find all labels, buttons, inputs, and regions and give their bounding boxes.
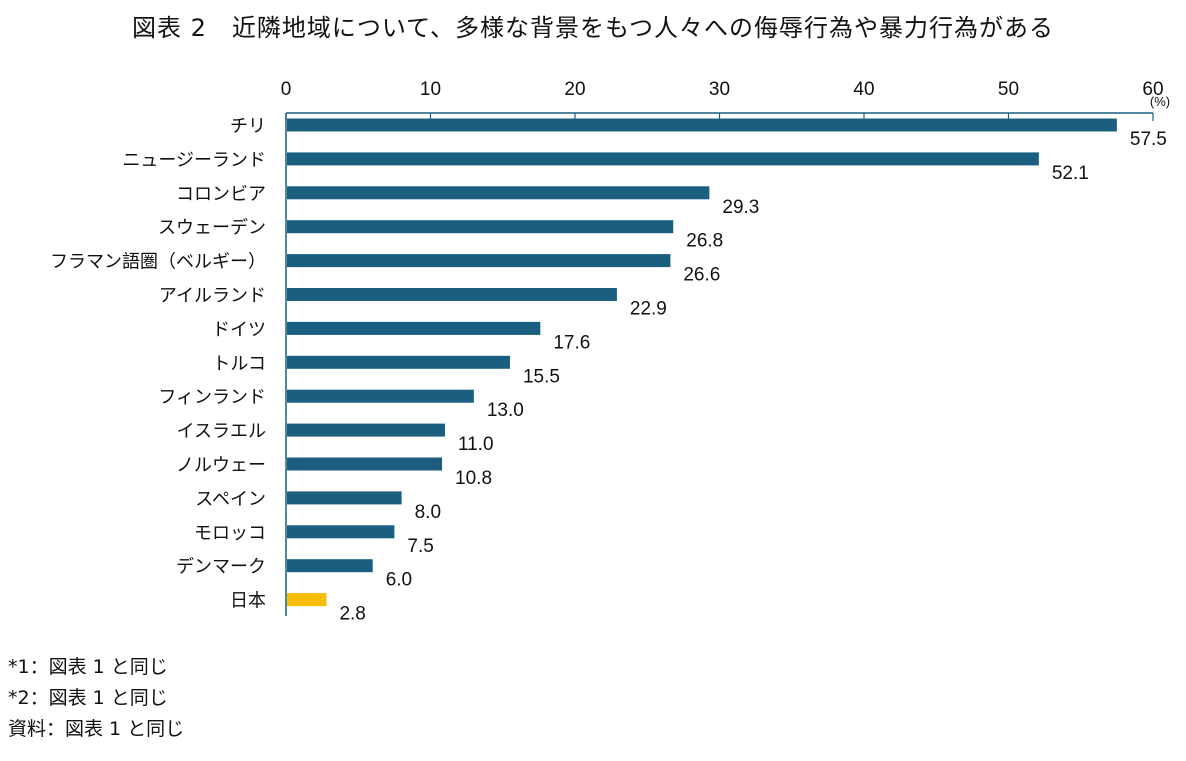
bar xyxy=(287,118,1117,132)
source-note: 資料：図表 1 と同じ xyxy=(8,718,185,740)
bar xyxy=(287,593,327,607)
bar xyxy=(287,152,1039,166)
bars: チリ 57.5 ニュージーランド 52.1 コロンビア 29.3 スウェーデン 26.8 フラマ… xyxy=(50,116,1167,625)
bar xyxy=(287,423,445,437)
value-label: 11.0 xyxy=(458,434,494,455)
value-label: 2.8 xyxy=(339,604,365,625)
bar xyxy=(287,491,402,505)
value-label: 13.0 xyxy=(487,400,524,421)
footnote-2: *2：図表 1 と同じ xyxy=(8,687,168,709)
x-tick-label: 20 xyxy=(564,79,585,100)
value-label: 17.6 xyxy=(553,332,590,353)
category-label: コロンビア xyxy=(176,184,266,205)
bar xyxy=(287,355,510,369)
category-label: モロッコ xyxy=(194,523,266,544)
value-label: 26.6 xyxy=(683,265,720,286)
bar-chart: 0 10 20 30 40 50 60(%) チリ 57.5 ニュージーランド 52.1 コロンビア… xyxy=(50,79,1170,625)
x-tick-label: 30 xyxy=(709,79,730,100)
value-label: 26.8 xyxy=(686,231,723,252)
value-label: 10.8 xyxy=(455,468,492,489)
bar xyxy=(287,288,617,301)
chart-title: 図表 2 近隣地域について、多様な背景をもつ人々への侮辱行為や暴力行為がある xyxy=(131,14,1055,42)
category-label: イスラエル xyxy=(177,421,266,442)
category-label: チリ xyxy=(230,116,266,137)
value-label: 8.0 xyxy=(415,502,441,523)
value-label: 22.9 xyxy=(630,299,667,320)
bar xyxy=(287,186,710,200)
category-label: ニュージーランド xyxy=(122,150,266,171)
bar xyxy=(287,525,395,539)
category-label: フラマン語圏（ベルギー） xyxy=(50,252,266,273)
category-label: トルコ xyxy=(212,353,266,374)
x-tick-label: 0 xyxy=(281,79,292,100)
category-label: ドイツ xyxy=(212,319,266,340)
category-label: ノルウェー xyxy=(176,455,266,476)
bar xyxy=(287,389,474,403)
value-label: 52.1 xyxy=(1052,163,1089,184)
bar xyxy=(287,457,443,471)
category-label: スウェーデン xyxy=(158,218,266,239)
unit-label: (%) xyxy=(1150,94,1170,109)
value-label: 6.0 xyxy=(386,570,412,591)
value-label: 57.5 xyxy=(1130,129,1167,150)
value-label: 7.5 xyxy=(407,536,433,557)
bar xyxy=(287,220,674,234)
category-label: アイルランド xyxy=(159,286,266,307)
category-label: 日本 xyxy=(230,591,266,612)
bar xyxy=(287,321,541,335)
bar xyxy=(287,559,373,573)
bar xyxy=(287,254,671,268)
x-axis: 0 10 20 30 40 50 60(%) xyxy=(281,79,1170,616)
category-label: デンマーク xyxy=(176,557,266,578)
x-tick-label: 50 xyxy=(998,79,1019,100)
value-label: 15.5 xyxy=(523,366,560,387)
x-tick-label: 60 xyxy=(1142,79,1163,100)
category-label: フィンランド xyxy=(158,387,266,408)
value-label: 29.3 xyxy=(722,197,759,218)
category-label: スペイン xyxy=(195,489,266,510)
x-tick-label: 10 xyxy=(420,79,441,100)
footnote-1: *1：図表 1 と同じ xyxy=(8,656,168,678)
footnotes: *1：図表 1 と同じ *2：図表 1 と同じ 資料：図表 1 と同じ xyxy=(8,652,184,745)
x-tick-label: 40 xyxy=(853,79,874,100)
